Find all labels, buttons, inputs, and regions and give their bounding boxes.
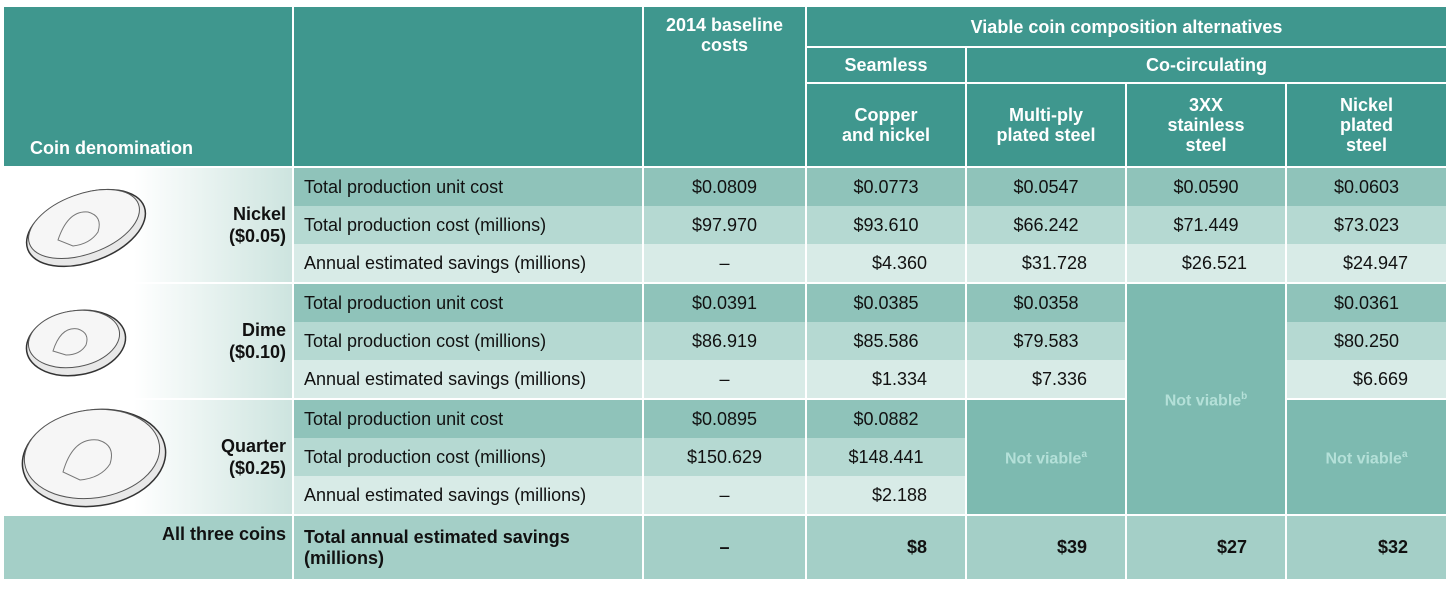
header-cell [293,7,643,167]
coin-value: ($0.10) [229,342,286,362]
row-label: Annual estimated savings (millions) [293,244,643,283]
row-label: Total production cost (millions) [293,206,643,244]
cell: $97.970 [643,206,806,244]
cell: $0.0391 [643,283,806,322]
footnote-mark: a [1081,449,1087,460]
coin-name: Quarter [221,436,286,456]
coin-name: Nickel [233,204,286,224]
not-viable-cell: Not viablea [1286,399,1447,515]
cell: $7.336 [966,360,1126,399]
cell: $150.629 [643,438,806,476]
cell: $93.610 [806,206,966,244]
cell: $148.441 [806,438,966,476]
page: Coin denomination 2014 baseline costs Vi… [0,0,1448,591]
cell: $0.0809 [643,167,806,206]
row-label: Total production unit cost [293,399,643,438]
header-cell: 2014 baseline costs [643,7,806,167]
cell: $0.0361 [1286,283,1447,322]
not-viable-label: Not viable [1165,392,1241,409]
cell: $85.586 [806,322,966,360]
cell: $0.0358 [966,283,1126,322]
cell: $24.947 [1286,244,1447,283]
cell: – [643,244,806,283]
cell: $0.0773 [806,167,966,206]
not-viable-label: Not viable [1325,450,1401,467]
header-cell: Seamless [806,47,966,83]
header-cell: Nickel plated steel [1286,83,1447,167]
cell: $0.0590 [1126,167,1286,206]
row-label: Total production cost (millions) [293,322,643,360]
not-viable-cell: Not viablea [966,399,1126,515]
coin-value: ($0.05) [229,226,286,246]
cost-table: Coin denomination 2014 baseline costs Vi… [2,7,1448,579]
totals-label: All three coins [3,515,293,579]
header-cell: Copper and nickel [806,83,966,167]
coin-cell: Nickel($0.05) [3,167,293,283]
header-cell: 3XX stainless steel [1126,83,1286,167]
cell: $0.0603 [1286,167,1447,206]
coin-value: ($0.25) [229,458,286,478]
coin-icon [18,402,178,512]
not-viable-cell: Not viableb [1126,283,1286,515]
header-cell: Multi-ply plated steel [966,83,1126,167]
cell: $0.0882 [806,399,966,438]
cell: $66.242 [966,206,1126,244]
cell: $39 [966,515,1126,579]
header-cell: Co-circulating [966,47,1447,83]
cell: $27 [1126,515,1286,579]
cell: $0.0547 [966,167,1126,206]
coin-name: Dime [242,320,286,340]
cell: $73.023 [1286,206,1447,244]
cell: $1.334 [806,360,966,399]
cell: $4.360 [806,244,966,283]
row-label: Annual estimated savings (millions) [293,476,643,515]
footnote-mark: b [1241,391,1247,402]
row-label: Total production unit cost [293,167,643,206]
header-cell: Viable coin composition alternatives [806,7,1447,47]
cell: $32 [1286,515,1447,579]
coin-icon [18,301,138,381]
footnote-mark: a [1402,449,1408,460]
cell: $86.919 [643,322,806,360]
cell: $6.669 [1286,360,1447,399]
cell: $8 [806,515,966,579]
not-viable-label: Not viable [1005,450,1081,467]
coin-cell: Dime($0.10) [3,283,293,399]
cell: $0.0895 [643,399,806,438]
cell: – [643,515,806,579]
coin-cell: Quarter($0.25) [3,399,293,515]
cell: $71.449 [1126,206,1286,244]
cell: – [643,476,806,515]
coin-icon [18,180,158,270]
cell: $79.583 [966,322,1126,360]
header-cell: Coin denomination [3,7,293,167]
cell: $26.521 [1126,244,1286,283]
cell: $31.728 [966,244,1126,283]
totals-description: Total annual estimated savings (millions… [293,515,643,579]
row-label: Total production unit cost [293,283,643,322]
cell: $2.188 [806,476,966,515]
row-label: Annual estimated savings (millions) [293,360,643,399]
cell: – [643,360,806,399]
cell: $0.0385 [806,283,966,322]
row-label: Total production cost (millions) [293,438,643,476]
cell: $80.250 [1286,322,1447,360]
